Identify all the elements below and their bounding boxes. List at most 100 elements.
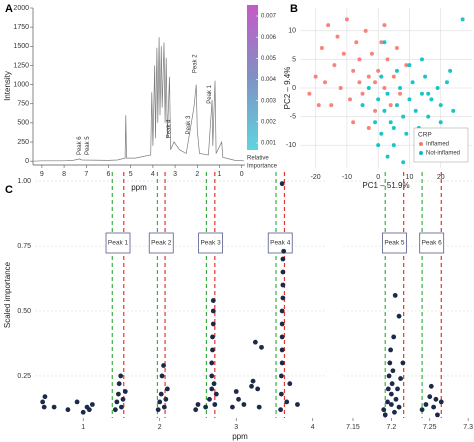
- point: [407, 97, 412, 102]
- point: [392, 409, 397, 415]
- point: [278, 407, 284, 413]
- point: [252, 339, 258, 345]
- point: [444, 80, 449, 85]
- point: [316, 103, 321, 108]
- point: [209, 360, 215, 366]
- point: [207, 396, 212, 402]
- point: [379, 40, 384, 45]
- peak-box: [105, 232, 131, 254]
- point: [280, 282, 286, 288]
- point: [114, 399, 120, 405]
- y-tick-label: -5: [290, 113, 296, 120]
- point: [419, 91, 424, 96]
- point: [122, 389, 128, 394]
- legend-label: Inflamed: [426, 142, 449, 148]
- point: [431, 404, 437, 410]
- point: [203, 404, 209, 410]
- point: [287, 381, 293, 387]
- colorbar-tick-label: 0.007: [261, 14, 277, 20]
- point: [255, 386, 261, 392]
- y-tick-label: 1250: [13, 62, 29, 69]
- y-tick-label: 5: [292, 56, 296, 63]
- x-tick-label: 10: [406, 174, 414, 181]
- point: [155, 407, 161, 413]
- point: [438, 399, 444, 405]
- legend-swatch: [419, 142, 423, 146]
- point: [398, 86, 403, 90]
- x-axis-label: ppm: [131, 183, 147, 192]
- point: [259, 344, 264, 350]
- x-tick-label: 9: [40, 171, 44, 178]
- point: [451, 108, 456, 113]
- point: [393, 396, 399, 402]
- point: [427, 394, 433, 400]
- point: [281, 248, 287, 254]
- colorbar-label: Relative: [247, 156, 269, 162]
- point: [385, 399, 390, 405]
- point: [438, 120, 443, 125]
- peak-annotation: Peak 4: [166, 119, 172, 138]
- point: [112, 407, 118, 413]
- point: [433, 396, 439, 402]
- x-tick-label: 0: [376, 174, 380, 181]
- point: [373, 120, 378, 125]
- point: [435, 86, 440, 90]
- point: [394, 103, 399, 108]
- colorbar-tick-label: 0.003: [261, 98, 277, 104]
- y-axis-label: Intensity: [3, 71, 12, 101]
- point: [363, 28, 368, 33]
- peak-annotation: Peak 6: [77, 136, 83, 155]
- point: [344, 17, 349, 22]
- point: [209, 386, 215, 392]
- point: [284, 399, 290, 405]
- point: [366, 126, 371, 130]
- point: [280, 256, 286, 262]
- point: [332, 63, 337, 68]
- point: [387, 360, 393, 366]
- point: [41, 404, 47, 410]
- point: [394, 68, 399, 73]
- peak-annotation: Peak 5: [85, 136, 91, 155]
- point: [401, 160, 406, 165]
- point: [360, 103, 365, 108]
- spectrum-line: [32, 37, 244, 162]
- point: [354, 40, 359, 45]
- point: [396, 404, 402, 410]
- x-tick-label: 7.25: [423, 424, 437, 431]
- point: [382, 40, 387, 45]
- peak-box: [419, 232, 445, 254]
- point: [386, 373, 392, 379]
- peak-label: Peak 5: [384, 240, 405, 247]
- point: [351, 68, 356, 73]
- point: [295, 402, 300, 407]
- point: [116, 381, 122, 387]
- point: [341, 51, 346, 56]
- point: [278, 373, 284, 379]
- point: [250, 378, 256, 384]
- point: [65, 407, 71, 413]
- panel-letter: B: [290, 3, 298, 15]
- y-tick-label: 0.50: [17, 308, 31, 315]
- x-tick-label: 0: [240, 171, 244, 178]
- point: [319, 46, 324, 50]
- point: [390, 368, 396, 374]
- point: [307, 91, 312, 96]
- point: [388, 347, 394, 353]
- y-axis-label: PC2 – 9.4%: [283, 67, 292, 110]
- y-tick-label: 250: [17, 139, 29, 146]
- point: [423, 402, 429, 407]
- point: [357, 57, 362, 62]
- point: [391, 74, 396, 79]
- point: [407, 63, 412, 68]
- point: [388, 120, 393, 125]
- y-tick-label: 10: [288, 28, 296, 35]
- legend-title: CRP: [418, 132, 432, 139]
- point: [210, 347, 215, 353]
- x-tick-label: 20: [437, 174, 445, 181]
- point: [419, 57, 424, 62]
- x-axis-label: PC1 – 51.9%: [362, 181, 409, 190]
- point: [236, 396, 241, 402]
- y-tick-label: 1500: [13, 43, 29, 50]
- point: [212, 402, 218, 407]
- point: [280, 269, 286, 275]
